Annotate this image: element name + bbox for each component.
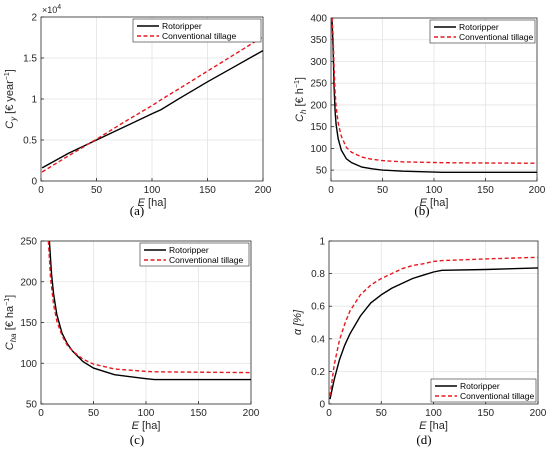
y-tick-label: 150 bbox=[20, 318, 37, 329]
x-axis-label: E [ha] bbox=[132, 420, 161, 432]
legend-box bbox=[429, 19, 536, 44]
series-line-rotoripper bbox=[48, 241, 251, 381]
legend-label: Conventional tillage bbox=[162, 31, 236, 41]
x-axis-label: E [ha] bbox=[420, 197, 449, 209]
legend-label: Conventional tillage bbox=[169, 255, 243, 265]
y-tick-label: 300 bbox=[310, 57, 327, 68]
series-line-conventional-tillage bbox=[329, 256, 538, 396]
panel-caption: (b) bbox=[414, 203, 429, 218]
x-tick-label: 50 bbox=[376, 408, 388, 419]
x-tick-label: 0 bbox=[326, 408, 332, 419]
x-tick-label: 150 bbox=[190, 408, 207, 419]
y-tick-label: 250 bbox=[20, 237, 37, 248]
panel-caption: (c) bbox=[130, 432, 144, 447]
x-tick-label: 0 bbox=[328, 185, 334, 196]
y-tick-label: 250 bbox=[310, 79, 327, 90]
x-tick-label: 50 bbox=[88, 408, 100, 419]
x-tick-label: 200 bbox=[530, 408, 547, 419]
y-tick-label: 350 bbox=[310, 35, 327, 46]
x-tick-label: 200 bbox=[529, 185, 546, 196]
legend-label: Conventional tillage bbox=[459, 32, 533, 42]
y-axis-label: Cy [€ year−1] bbox=[4, 69, 18, 129]
legend-label: Rotoripper bbox=[162, 21, 202, 31]
legend-label: Rotoripper bbox=[460, 381, 500, 391]
x-tick-label: 50 bbox=[377, 185, 389, 196]
series-line-rotoripper bbox=[331, 18, 537, 174]
legend-box bbox=[132, 18, 262, 43]
y-tick-label: 100 bbox=[310, 144, 327, 155]
y-tick-label: 50 bbox=[26, 400, 38, 411]
y-tick-label: 2 bbox=[31, 13, 37, 24]
x-axis-label: E [ha] bbox=[419, 420, 448, 432]
y-exponent-label: ×104 bbox=[42, 4, 61, 15]
x-axis-label: E [ha] bbox=[138, 197, 167, 209]
y-tick-label: 150 bbox=[310, 122, 327, 133]
y-tick-label: 0.2 bbox=[311, 367, 325, 378]
y-tick-label: 100 bbox=[20, 359, 37, 370]
legend-label: Conventional tillage bbox=[460, 391, 534, 401]
y-tick-label: 1 bbox=[319, 237, 325, 248]
y-tick-label: 0.8 bbox=[311, 269, 325, 280]
x-tick-label: 50 bbox=[91, 185, 103, 196]
y-tick-label: 200 bbox=[310, 100, 327, 111]
y-tick-label: 0.6 bbox=[311, 302, 325, 313]
x-tick-label: 100 bbox=[138, 408, 155, 419]
y-axis-label: Ch [€ h−1] bbox=[294, 77, 308, 122]
series-line-conventional-tillage bbox=[41, 36, 263, 173]
y-tick-label: 1 bbox=[31, 95, 37, 106]
panel-caption: (d) bbox=[416, 432, 431, 447]
x-tick-label: 100 bbox=[144, 185, 161, 196]
y-tick-label: 0.5 bbox=[23, 136, 37, 147]
legend-label: Rotoripper bbox=[169, 245, 209, 255]
panel-caption: (a) bbox=[130, 203, 144, 218]
x-tick-label: 200 bbox=[255, 185, 272, 196]
x-tick-label: 200 bbox=[243, 408, 260, 419]
legend-box bbox=[430, 378, 537, 403]
y-tick-label: 50 bbox=[316, 166, 328, 177]
legend-label: Rotoripper bbox=[459, 22, 499, 32]
series-line-conventional-tillage bbox=[47, 241, 251, 374]
x-tick-label: 0 bbox=[38, 408, 44, 419]
x-tick-label: 150 bbox=[477, 408, 494, 419]
series-line-conventional-tillage bbox=[331, 18, 537, 164]
y-tick-label: 200 bbox=[20, 277, 37, 288]
legend-box bbox=[139, 242, 250, 267]
y-tick-label: 0 bbox=[319, 400, 325, 411]
chart-panel-1: 0 50 100 150 200 0 0.5 1 1.5 2 ×104 E [ha] Cy [€ yea… bbox=[4, 4, 272, 218]
y-tick-label: 400 bbox=[310, 14, 327, 25]
y-tick-label: 1.5 bbox=[23, 54, 37, 65]
x-tick-label: 100 bbox=[425, 408, 442, 419]
chart-panel-4: 0 50 100 150 200 0 0.2 0.4 0.6 0.8 1 E [ha] α [%] Rot… bbox=[292, 237, 547, 448]
y-axis-label: Cha [€ ha−1] bbox=[4, 295, 18, 350]
x-tick-label: 100 bbox=[426, 185, 443, 196]
series-line-rotoripper bbox=[329, 267, 538, 400]
y-axis-label: α [%] bbox=[292, 309, 304, 335]
x-tick-label: 150 bbox=[477, 185, 494, 196]
x-tick-label: 150 bbox=[199, 185, 216, 196]
x-tick-label: 0 bbox=[38, 185, 44, 196]
y-tick-label: 0 bbox=[31, 177, 37, 188]
y-tick-label: 0.4 bbox=[311, 334, 325, 345]
series-line-rotoripper bbox=[41, 49, 263, 169]
